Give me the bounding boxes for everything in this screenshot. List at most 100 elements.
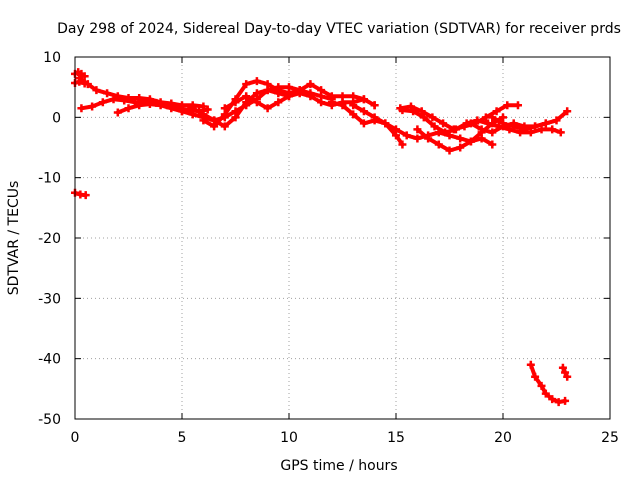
data-point (252, 77, 261, 86)
data-point (317, 86, 326, 95)
y-tick-label: -30 (38, 291, 61, 307)
data-series-arc-9 (220, 89, 379, 113)
data-point (563, 372, 572, 381)
y-tick-label: -50 (38, 412, 61, 428)
data-point (252, 98, 261, 107)
data-point (477, 125, 486, 134)
data-point (488, 140, 497, 149)
data-point (466, 119, 475, 128)
data-point (81, 191, 90, 200)
y-tick-label: -20 (38, 231, 61, 247)
data-point (488, 113, 497, 122)
data-point (445, 146, 454, 155)
x-tick-label: 10 (280, 430, 298, 446)
data-point (210, 122, 219, 131)
data-point (295, 89, 304, 98)
data-point (548, 395, 557, 404)
data-point (120, 96, 129, 105)
data-point (77, 104, 86, 113)
data-point (306, 92, 315, 101)
data-point (434, 140, 443, 149)
data-point (242, 101, 251, 110)
y-tick-label: -40 (38, 352, 61, 368)
data-point (552, 116, 561, 125)
data-point (349, 101, 358, 110)
data-point (456, 134, 465, 143)
data-point (409, 107, 418, 116)
data-point (242, 92, 251, 101)
data-point (392, 125, 400, 134)
data-point (220, 122, 229, 131)
data-point (424, 134, 433, 143)
data-point (531, 372, 540, 381)
data-point (413, 125, 422, 134)
data-point (402, 131, 411, 140)
data-point (513, 101, 522, 110)
data-point (370, 113, 379, 122)
data-point (526, 360, 535, 369)
data-point (456, 143, 465, 152)
data-point (398, 106, 407, 115)
x-tick-label: 0 (71, 430, 80, 446)
data-point (124, 104, 133, 113)
data-point (430, 122, 439, 131)
data-point (80, 72, 89, 81)
data-point (156, 101, 165, 110)
data-series-arc-3 (71, 188, 90, 200)
data-point (306, 80, 315, 89)
data-point (274, 98, 283, 107)
data-point (135, 101, 144, 110)
data-point (398, 140, 407, 149)
y-tick-label: 10 (43, 50, 61, 66)
series-line (329, 100, 405, 147)
x-tick-label: 5 (178, 430, 187, 446)
data-point (98, 98, 107, 107)
data-point (317, 98, 326, 107)
data-point (103, 89, 112, 98)
x-tick-label: 20 (494, 430, 512, 446)
data-point (274, 86, 283, 95)
data-point (327, 98, 336, 107)
data-point (231, 98, 240, 107)
data-series-arc-16 (466, 119, 550, 137)
axis-ticks: 0 5 10 15 20 25 -50 -40 -30 -20 -10 0 10 (38, 50, 619, 446)
data-point (167, 104, 176, 113)
data-point (503, 101, 512, 110)
x-axis-label: GPS time / hours (280, 458, 397, 474)
data-series-arc-10 (327, 98, 407, 149)
data-point (561, 396, 570, 405)
data-point (220, 104, 229, 113)
chart-title: Day 298 of 2024, Sidereal Day-to-day VTE… (57, 21, 621, 37)
data-point (263, 104, 272, 113)
data-point (419, 113, 428, 122)
y-tick-label: -10 (38, 171, 61, 187)
data-point (370, 101, 379, 110)
data-point (526, 128, 535, 137)
data-point (188, 110, 197, 119)
series-line (528, 362, 568, 405)
data-point (520, 122, 529, 131)
series-line (400, 108, 563, 135)
data-point (242, 80, 251, 89)
data-series-arc-17 (526, 360, 570, 407)
data-point (509, 119, 518, 128)
data-point (285, 92, 293, 101)
data-point (556, 128, 565, 137)
data-point (75, 74, 84, 83)
data-point (359, 95, 368, 104)
plot-data (71, 68, 572, 407)
data-point (537, 125, 546, 134)
data-point (178, 107, 186, 116)
data-point (473, 116, 482, 125)
data-point (428, 113, 437, 122)
data-point (466, 137, 475, 146)
data-point (88, 102, 97, 111)
data-point (561, 368, 570, 377)
data-point (349, 110, 358, 119)
data-point (203, 105, 212, 114)
y-axis-label: SDTVAR / TECUs (6, 181, 22, 296)
data-point (537, 381, 546, 390)
data-series-arc-14 (413, 113, 507, 155)
data-point (109, 95, 118, 104)
